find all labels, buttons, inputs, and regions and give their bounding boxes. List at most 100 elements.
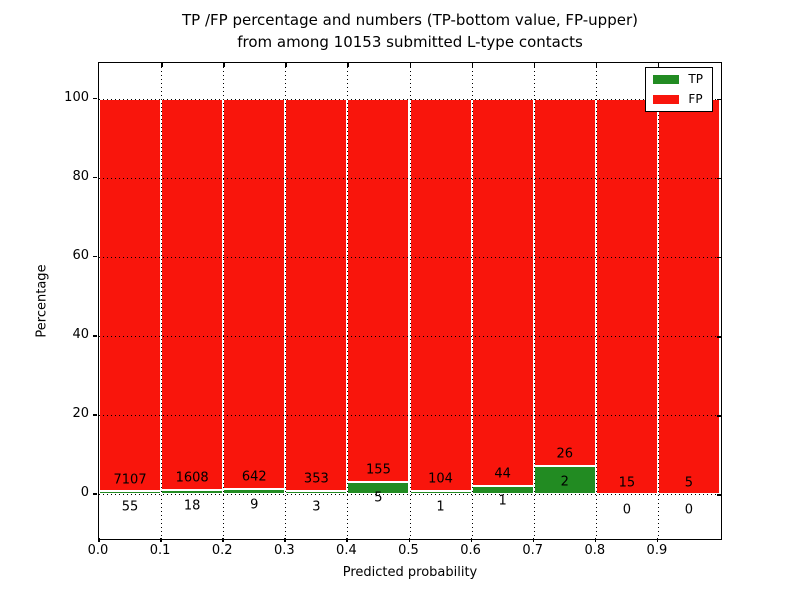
x-tick-label: 0.2 bbox=[211, 543, 233, 558]
bar-fp-segment bbox=[99, 98, 162, 492]
x-tick-label: 0.4 bbox=[336, 543, 357, 558]
x-tick-label: 0.6 bbox=[460, 543, 481, 558]
legend-label-tp: TP bbox=[688, 72, 703, 86]
legend: TP FP bbox=[645, 67, 713, 112]
bar-fp-segment bbox=[161, 98, 224, 491]
x-tick bbox=[594, 538, 597, 542]
fp-count-label: 155 bbox=[366, 462, 391, 478]
x-tick-label: 0.1 bbox=[149, 543, 171, 558]
legend-item-tp: TP bbox=[653, 73, 703, 86]
x-tick-top bbox=[223, 63, 225, 67]
y-gridline bbox=[99, 256, 721, 258]
x-tick bbox=[408, 538, 410, 542]
y-tick-label: 20 bbox=[72, 406, 89, 422]
x-gridline bbox=[409, 63, 411, 539]
fp-count-label: 1608 bbox=[175, 470, 209, 486]
x-gridline bbox=[161, 63, 163, 539]
y-tick-right bbox=[717, 336, 721, 338]
tp-count-label: 2 bbox=[560, 474, 569, 490]
bar-fp-segment bbox=[285, 98, 348, 492]
y-tick-right bbox=[717, 256, 721, 259]
fp-count-label: 642 bbox=[241, 469, 267, 485]
x-tick-top bbox=[595, 63, 598, 67]
x-tick-label: 0.3 bbox=[273, 543, 295, 558]
tp-count-label: 0 bbox=[684, 502, 694, 518]
fp-swatch-icon bbox=[653, 95, 680, 104]
x-tick bbox=[532, 538, 535, 542]
y-tick-label: 80 bbox=[72, 168, 89, 184]
bar-fp-segment bbox=[657, 98, 720, 495]
y-tick bbox=[93, 414, 97, 416]
y-tick bbox=[93, 97, 97, 100]
y-gridline bbox=[99, 336, 721, 338]
tp-count-label: 0 bbox=[622, 502, 631, 518]
plot-area: 7107 55 1608 18 642 9 353 3 155 5 104 1 44 1 26 2 15 0 5 0 … bbox=[98, 62, 722, 540]
tp-count-label: 18 bbox=[183, 498, 201, 514]
x-gridline bbox=[285, 63, 287, 539]
fp-count-label: 15 bbox=[618, 475, 636, 491]
x-gridline bbox=[657, 63, 659, 539]
y-tick-right bbox=[717, 98, 721, 101]
x-tick bbox=[98, 538, 100, 542]
x-axis-label: Predicted probability bbox=[342, 565, 478, 580]
x-tick-label: 0.0 bbox=[87, 543, 109, 558]
x-tick-top bbox=[409, 63, 411, 67]
tp-count-label: 9 bbox=[250, 497, 259, 513]
x-tick-label: 0.7 bbox=[522, 543, 544, 558]
y-tick-right bbox=[717, 494, 721, 496]
x-tick bbox=[284, 538, 286, 542]
x-gridline bbox=[223, 63, 225, 539]
x-gridline bbox=[533, 63, 535, 539]
y-tick-label: 40 bbox=[72, 327, 89, 343]
tp-count-label: 5 bbox=[374, 490, 383, 506]
x-tick-top bbox=[161, 63, 163, 67]
y-tick bbox=[93, 493, 97, 495]
y-tick-label: 60 bbox=[72, 247, 89, 263]
fp-count-label: 44 bbox=[494, 466, 511, 482]
fp-count-label: 26 bbox=[556, 446, 574, 462]
x-tick-top bbox=[657, 63, 660, 67]
bar-fp-segment bbox=[409, 98, 472, 491]
chart-title-line2: from among 10153 submitted L-type contac… bbox=[237, 33, 583, 51]
bar-tp-segment bbox=[533, 466, 596, 495]
tp-swatch-icon bbox=[653, 75, 680, 84]
y-tick bbox=[93, 335, 97, 337]
fp-count-label: 104 bbox=[428, 471, 453, 487]
tp-count-label: 1 bbox=[498, 493, 507, 509]
fp-count-label: 5 bbox=[684, 475, 694, 491]
tp-count-label: 3 bbox=[312, 499, 321, 515]
x-tick-top bbox=[285, 63, 287, 67]
x-tick-label: 0.8 bbox=[584, 543, 606, 558]
tp-count-label: 55 bbox=[121, 499, 139, 515]
bar-fp-segment bbox=[347, 98, 410, 483]
bar-fp-segment bbox=[471, 98, 534, 486]
x-tick bbox=[222, 538, 224, 542]
x-gridline bbox=[595, 63, 597, 539]
bar-fp-segment bbox=[223, 98, 286, 489]
fp-count-label: 353 bbox=[303, 471, 329, 487]
y-tick bbox=[93, 255, 97, 258]
x-tick-top bbox=[533, 63, 536, 67]
x-tick-label: 0.5 bbox=[398, 543, 419, 558]
x-tick bbox=[656, 538, 659, 542]
x-tick-top bbox=[347, 63, 349, 67]
x-gridline bbox=[471, 63, 473, 539]
x-tick bbox=[160, 538, 162, 542]
fp-count-label: 7107 bbox=[113, 472, 147, 488]
y-tick bbox=[93, 176, 97, 179]
y-gridline bbox=[99, 177, 721, 179]
bar-tp-segment bbox=[99, 491, 162, 495]
y-tick-right bbox=[717, 415, 721, 417]
chart-title: TP /FP percentage and numbers (TP-bottom… bbox=[98, 9, 722, 53]
y-tick-label: 0 bbox=[80, 485, 89, 501]
x-tick-label: 0.9 bbox=[646, 543, 668, 558]
chart-title-line1: TP /FP percentage and numbers (TP-bottom… bbox=[182, 11, 638, 29]
x-tick bbox=[470, 538, 473, 542]
x-tick bbox=[346, 538, 348, 542]
y-tick-right bbox=[717, 177, 721, 180]
legend-item-fp: FP bbox=[653, 93, 703, 106]
tp-count-label: 1 bbox=[436, 499, 445, 515]
y-gridline bbox=[99, 494, 721, 496]
bar-fp-segment bbox=[595, 98, 658, 495]
